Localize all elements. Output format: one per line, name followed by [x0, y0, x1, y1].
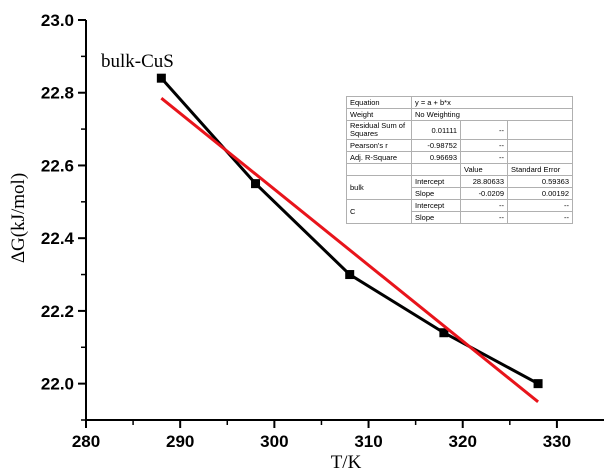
- y-axis-title: ΔG(kJ/mol): [8, 173, 29, 263]
- slope-error: --: [507, 211, 573, 224]
- y-tick-label: 22.2: [41, 302, 74, 321]
- x-tick-label: 280: [72, 432, 100, 451]
- y-tick-label: 22.0: [41, 375, 74, 394]
- fit-line: [160, 97, 540, 403]
- x-tick-label: 330: [543, 432, 571, 451]
- y-tick-label: 23.0: [41, 11, 74, 30]
- table-row: Residual Sum of Squares 0.01111 --: [346, 120, 573, 140]
- intercept-value: --: [460, 199, 508, 212]
- axes: [85, 20, 604, 421]
- group-c-label: C: [346, 199, 412, 224]
- r2-dash: --: [460, 151, 508, 164]
- weight-label: Weight: [346, 108, 412, 121]
- slope-value: -0.0209: [460, 187, 508, 200]
- table-row: Weight No Weighting: [346, 108, 573, 121]
- slope-value: --: [460, 211, 508, 224]
- y-tick-label: 22.4: [41, 229, 75, 248]
- stderr-header: Standard Error: [507, 163, 573, 176]
- intercept-error: --: [507, 199, 573, 212]
- data-point: [156, 73, 166, 83]
- x-ticks: 280 290 300 310 320 330: [72, 420, 571, 451]
- series-layer: [156, 73, 543, 403]
- table-row: C Intercept -- --: [346, 199, 573, 224]
- table-row: Value Standard Error: [346, 163, 573, 176]
- data-point: [533, 379, 543, 389]
- empty-cell: [346, 163, 412, 176]
- value-header: Value: [460, 163, 508, 176]
- group-bulk-label: bulk: [346, 175, 412, 200]
- table-row: Pearson's r -0.98752 --: [346, 139, 573, 152]
- intercept-value: 28.80633: [460, 175, 508, 188]
- intercept-label: Intercept: [411, 199, 461, 212]
- rss-value: 0.01111: [411, 120, 461, 140]
- weight-value: No Weighting: [411, 108, 573, 121]
- data-point: [251, 179, 261, 189]
- x-tick-label: 300: [260, 432, 288, 451]
- y-tick-label: 22.8: [41, 84, 74, 103]
- empty-cell: [507, 120, 573, 140]
- empty-cell: [507, 139, 573, 152]
- slope-label: Slope: [411, 187, 461, 200]
- table-row: Equation y = a + b*x: [346, 96, 573, 109]
- x-tick-label: 320: [449, 432, 477, 451]
- empty-cell: [507, 151, 573, 164]
- table-row: bulk Intercept 28.80633 0.59363: [346, 175, 573, 200]
- pearson-dash: --: [460, 139, 508, 152]
- x-tick-label: 290: [166, 432, 194, 451]
- fit-results-table: Equation y = a + b*x Weight No Weighting…: [346, 96, 573, 224]
- y-ticks: 22.0 22.2 22.4 22.6 22.8 23.0: [41, 11, 86, 421]
- y-tick-label: 22.6: [41, 156, 74, 175]
- empty-cell: [411, 163, 461, 176]
- data-point: [439, 328, 449, 338]
- pearson-label: Pearson's r: [346, 139, 412, 152]
- slope-label: Slope: [411, 211, 461, 224]
- intercept-error: 0.59363: [507, 175, 573, 188]
- slope-error: 0.00192: [507, 187, 573, 200]
- data-point: [345, 270, 355, 280]
- series-annotation: bulk-CuS: [101, 51, 174, 72]
- equation-label: Equation: [346, 96, 412, 109]
- x-axis-title: T/K: [331, 452, 362, 473]
- intercept-label: Intercept: [411, 175, 461, 188]
- pearson-value: -0.98752: [411, 139, 461, 152]
- table-row: Adj. R-Square 0.96693 --: [346, 151, 573, 164]
- r2-label: Adj. R-Square: [346, 151, 412, 164]
- table-row: Slope -- --: [347, 211, 573, 224]
- rss-dash: --: [460, 120, 508, 140]
- rss-label: Residual Sum of Squares: [346, 120, 412, 140]
- x-tick-label: 310: [354, 432, 382, 451]
- equation-value: y = a + b*x: [411, 96, 573, 109]
- r2-value: 0.96693: [411, 151, 461, 164]
- table-row: Slope -0.0209 0.00192: [347, 187, 573, 200]
